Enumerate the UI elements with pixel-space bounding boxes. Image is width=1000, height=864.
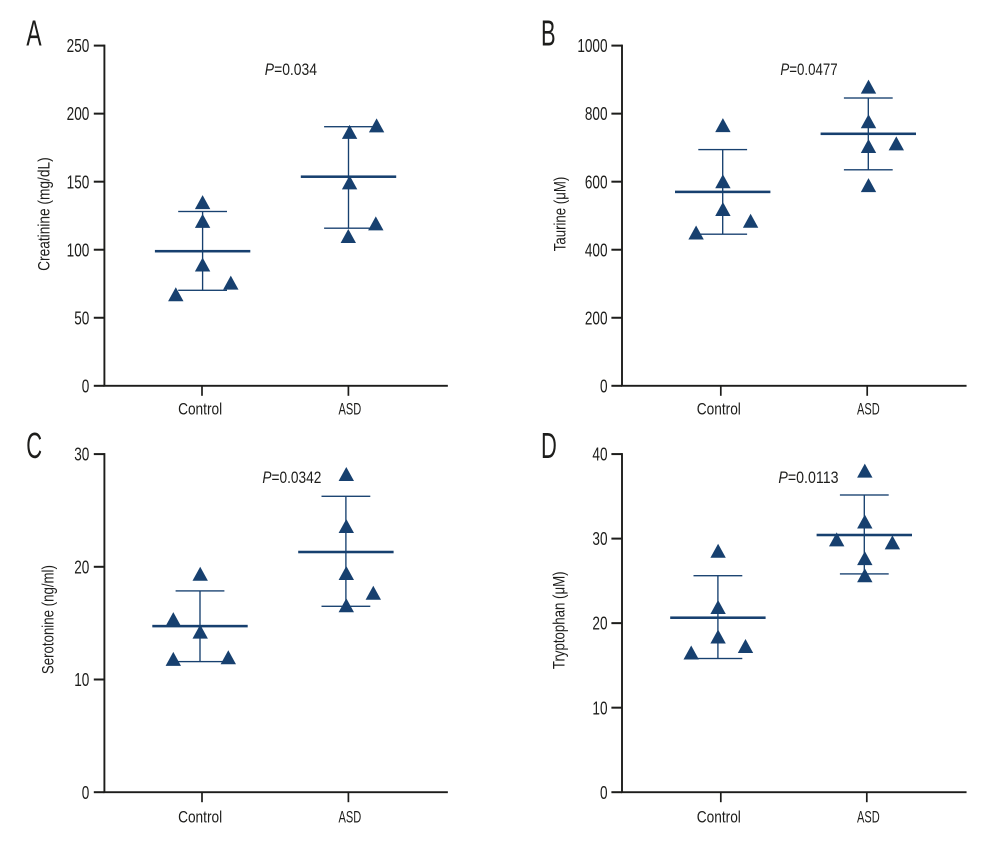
svg-text:D: D — [541, 427, 557, 467]
svg-text:0: 0 — [600, 378, 608, 397]
svg-text:10: 10 — [592, 700, 607, 719]
svg-text:30: 30 — [592, 530, 607, 549]
svg-text:ASD: ASD — [339, 400, 362, 419]
svg-text:Serotonine (ng/ml): Serotonine (ng/ml) — [39, 565, 58, 674]
svg-text:Control: Control — [697, 808, 741, 827]
svg-text:20: 20 — [592, 615, 607, 634]
svg-text:200: 200 — [67, 105, 90, 124]
svg-text:ASD: ASD — [857, 400, 880, 419]
svg-text:600: 600 — [585, 174, 608, 193]
svg-text:30: 30 — [74, 446, 89, 465]
svg-text:0: 0 — [82, 784, 90, 803]
svg-text:B: B — [541, 14, 556, 54]
svg-text:Control: Control — [178, 400, 222, 419]
svg-text:A: A — [26, 13, 42, 54]
svg-text:P=0.0477: P=0.0477 — [780, 61, 837, 80]
svg-text:400: 400 — [585, 242, 608, 261]
svg-text:Tryptophan (μM): Tryptophan (μM) — [550, 571, 569, 669]
svg-text:ASD: ASD — [857, 808, 880, 827]
svg-text:Control: Control — [178, 808, 222, 827]
svg-text:150: 150 — [67, 174, 90, 193]
svg-text:P=0.0113: P=0.0113 — [778, 469, 838, 487]
svg-text:800: 800 — [585, 105, 608, 124]
svg-text:C: C — [26, 427, 42, 467]
svg-text:ASD: ASD — [339, 808, 362, 827]
svg-text:Taurine (μM): Taurine (μM) — [551, 177, 570, 251]
svg-text:100: 100 — [67, 242, 90, 261]
svg-text:1000: 1000 — [577, 37, 607, 56]
svg-text:50: 50 — [74, 310, 89, 329]
svg-text:0: 0 — [600, 784, 608, 803]
svg-text:10: 10 — [74, 671, 89, 690]
svg-text:250: 250 — [67, 37, 90, 56]
svg-text:0: 0 — [82, 378, 90, 397]
svg-text:40: 40 — [592, 446, 607, 465]
svg-text:200: 200 — [585, 310, 608, 329]
svg-text:Creatinine (mg/dL): Creatinine (mg/dL) — [35, 157, 54, 271]
svg-text:Control: Control — [697, 400, 741, 419]
svg-text:20: 20 — [74, 559, 89, 578]
svg-text:P=0.034: P=0.034 — [265, 61, 317, 80]
svg-text:P=0.0342: P=0.0342 — [262, 469, 321, 488]
